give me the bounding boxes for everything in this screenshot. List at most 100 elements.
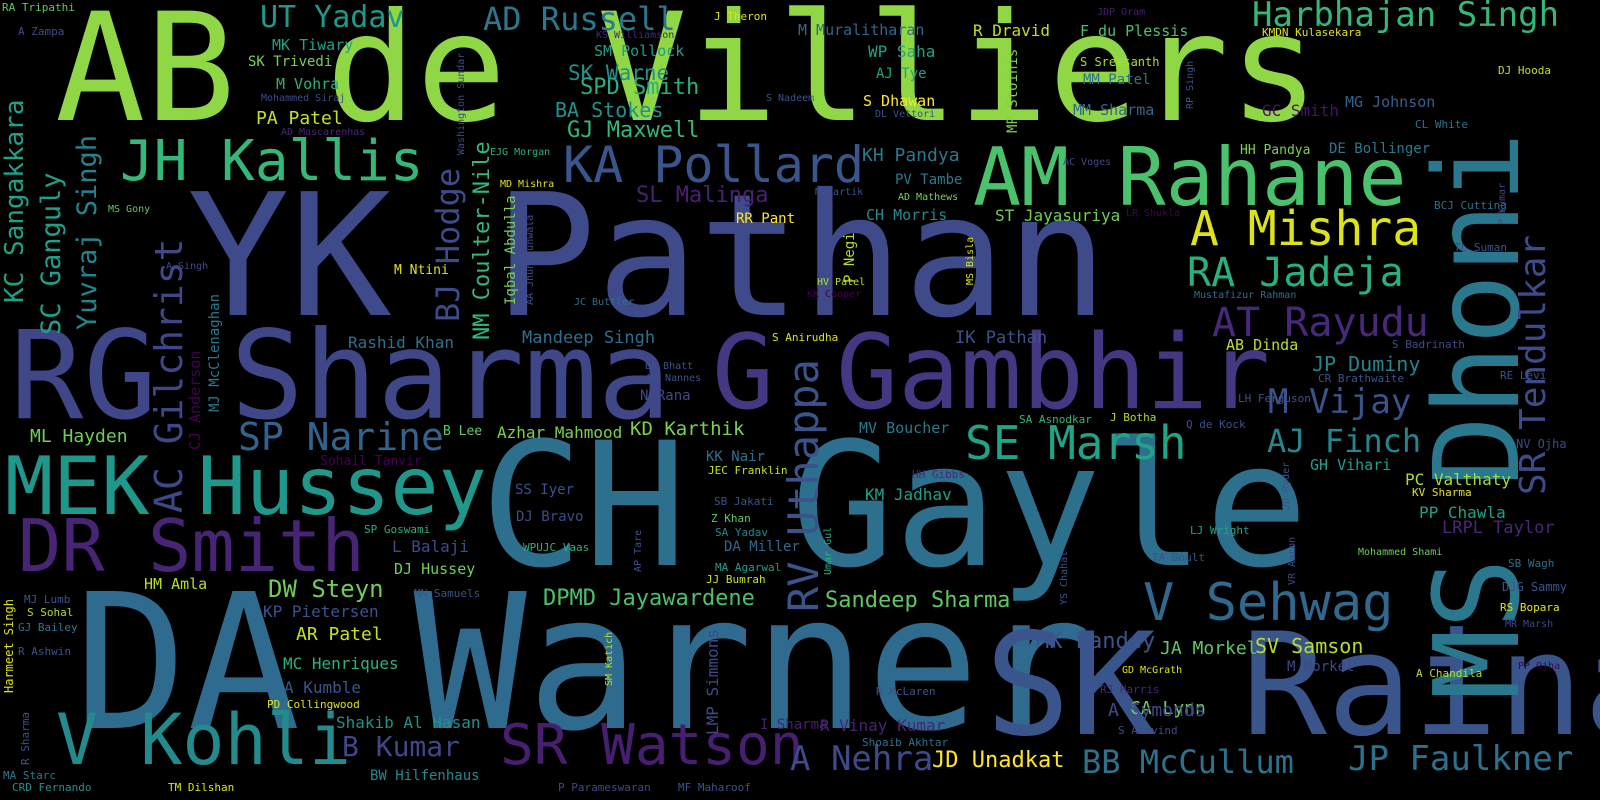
word: MA Starc [3,769,56,782]
word: Umar Gul [823,526,834,575]
word: AC Gilchrist [147,238,191,513]
word: KA Pollard [563,136,865,194]
word: MM Patel [1083,72,1151,88]
word: Yuvraj Singh [72,134,103,330]
word: SV Samson [1255,634,1364,658]
word: JP Duminy [1312,352,1421,376]
word: KV Sharma [1412,486,1472,499]
word: AD Russell [483,0,676,38]
word: DR Smith [18,504,365,588]
word: AC Voges [1063,157,1112,168]
word: CH Gayle [480,405,1309,606]
word: MP Stoinis [1005,48,1021,133]
word: JP Faulkner [1348,739,1574,779]
word: SA Yadav [715,526,768,539]
word: S Nadeem [766,93,815,104]
word: GJ Maxwell [567,118,700,143]
word: S Dhawan [863,92,936,110]
word: SB Wagh [1508,557,1555,570]
word: RA Tripathi [2,1,75,14]
word: SK Warne [568,61,670,85]
word: NV Ojha [1516,437,1567,451]
word: HM Amla [144,575,208,593]
word: VR Aaron [1287,536,1298,585]
word: CH Morris [866,206,948,224]
word: HV Patel [817,277,866,288]
word: M Kartik [815,187,864,198]
word: CL White [1415,118,1468,131]
word: MF Maharoof [678,781,751,794]
word: DE Bollinger [1329,141,1431,157]
word: BW Hilfenhaus [370,768,480,784]
word: HH Gibbs [912,468,965,481]
word: MN Samuels [414,587,481,600]
word: Q de Kock [1186,418,1246,431]
word: DJ Bravo [516,509,584,525]
word: AB de Villiers [55,0,1320,156]
word: BB McCullum [1082,743,1294,781]
word: GC Smith [1262,101,1340,120]
word: LMP Simmons [703,629,722,735]
word: Azhar Mahmood [497,423,623,442]
word: M Muralitharan [798,21,925,39]
word: DA Miller [724,539,800,555]
word: A Mishra [1190,201,1422,257]
word: AM Rahane [973,131,1407,224]
word: PC Valthaty [1405,470,1511,489]
word: Mohammed Shami [1358,547,1443,558]
word: TM Dilshan [168,781,235,794]
word: CRD Fernando [12,781,92,794]
word: RG Sharma [10,305,672,447]
word: GJ Bailey [18,621,78,634]
word: SK Raina [985,603,1600,768]
word: B Kumar [342,730,461,763]
word: PD Collingwood [267,698,360,711]
word: BCJ Cutting [1434,199,1507,212]
word: RP Singh [1185,60,1196,109]
word: JC Buttler [574,297,635,308]
word: SC Ganguly [36,172,67,335]
word: DA Warner [74,554,1093,773]
word: Shoaib Akhtar [862,736,949,749]
word: KMDN Kulasekara [1262,26,1362,39]
word: ML Hayden [30,426,128,447]
word: A Kumble [284,678,362,697]
word: KS Williamson [596,30,675,41]
word: SR Watson [500,713,804,778]
word: SR Tendulkar [1513,234,1554,495]
word: AJ Finch [1267,422,1422,460]
word: BA Bhatt [645,361,694,372]
word: V Kohli [56,699,352,781]
word: I Sharma [760,717,828,733]
word: MJ McClenaghan [207,293,223,412]
word: M Ntini [394,263,449,278]
word: MK Tiwary [272,36,354,54]
word: MV Boucher [859,419,950,437]
word: CJ Anderson [186,350,204,450]
word: RE Levi [1500,369,1547,382]
word: A Singh [166,261,209,272]
word: SM Katich [604,631,615,686]
word: JJ Bumrah [706,573,766,586]
word: Harbhajan Singh [1252,0,1560,35]
word: M Morkel [1287,659,1355,675]
word: LJ Wright [1190,524,1250,537]
word: KM Jadhav [865,485,952,504]
word: JD Ryder [1281,461,1292,510]
word: WPUJC Vaas [523,541,590,554]
word: PP Ojha [1518,661,1561,672]
word: P Parameswaran [558,781,651,794]
word: A Chandila [1416,667,1483,680]
word: GH Vihari [1310,456,1392,474]
word: PA Patel [256,108,343,129]
word: M Vohra [276,75,340,93]
word: RV Uthappa [779,359,828,612]
word: ST Jayasuriya [995,206,1121,225]
word: LH Ferguson [1238,392,1311,405]
word: JH Kallis [120,129,424,194]
word: B Lee [443,424,483,439]
word: MD Mishra [500,179,555,190]
word: J Theron [714,10,767,23]
word: SS Iyer [515,482,575,498]
